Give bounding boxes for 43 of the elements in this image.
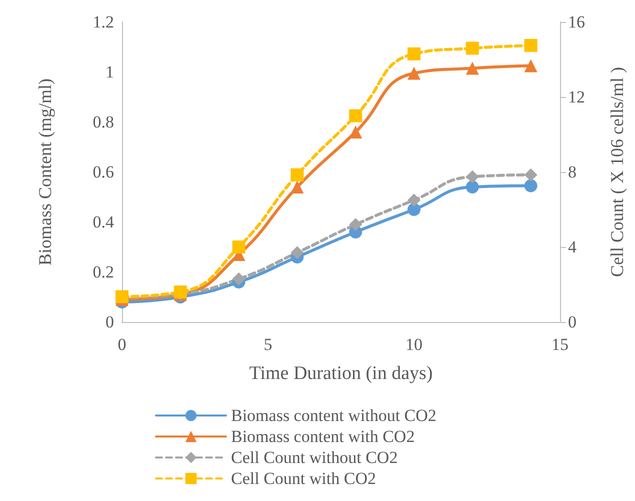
y-tick-label: 0.6 [92, 162, 114, 182]
point [408, 194, 420, 207]
point [408, 47, 420, 60]
legend-label: Biomass content with CO2 [231, 427, 415, 446]
point [524, 168, 538, 182]
point [466, 62, 479, 75]
point [466, 170, 479, 184]
point [232, 272, 246, 286]
point [349, 109, 362, 122]
point [466, 42, 479, 55]
x-tick-label: 0 [118, 335, 126, 354]
x-axis-title: Time Duration (in days) [249, 363, 433, 384]
x-tick-label: 5 [264, 335, 272, 354]
legend-label: Biomass content without CO2 [231, 406, 436, 425]
point [408, 203, 420, 216]
y-tick-label: 1 [106, 62, 114, 82]
y-tick-label: 1.2 [92, 12, 114, 32]
point [232, 240, 246, 254]
point [290, 180, 304, 194]
legend-label: Cell Count with CO2 [231, 469, 376, 488]
y-tick-label: 0.2 [92, 262, 114, 282]
point [290, 168, 304, 182]
y-tick-label: 0.4 [92, 212, 114, 232]
y2-tick-label: 0 [568, 312, 576, 332]
y-tick-label: 0.8 [92, 112, 114, 132]
y-tick-label: 0 [106, 312, 114, 332]
point [524, 38, 538, 52]
point [290, 246, 304, 260]
y2-tick-label: 12 [568, 88, 585, 106]
x-tick-label: 15 [552, 335, 568, 354]
point [349, 126, 362, 138]
point [408, 66, 420, 80]
y2-tick-label: 8 [568, 162, 576, 182]
point [524, 179, 538, 192]
y-axis-title: Biomass Content (mg/ml) [35, 78, 55, 266]
y2-tick-label: 4 [568, 238, 577, 256]
y2-axis-title: Cell Count ( X 106 cells/ml ) [607, 67, 627, 277]
x-tick-label: 10 [406, 335, 422, 354]
legend-label: Cell Count without CO2 [231, 448, 398, 467]
point [524, 59, 538, 72]
point [466, 180, 479, 194]
point [349, 218, 362, 231]
y2-tick-label: 16 [568, 12, 585, 32]
